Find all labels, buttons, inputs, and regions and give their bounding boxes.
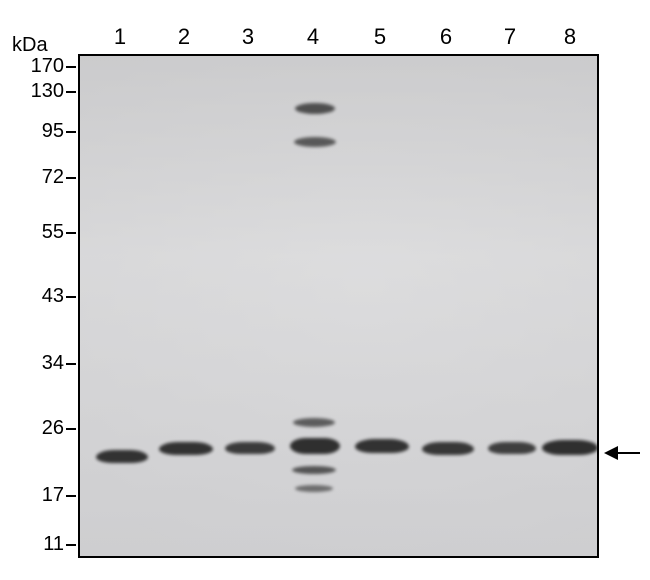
protein-band (294, 137, 336, 147)
y-tick-dash (66, 544, 76, 546)
lane-label: 4 (293, 24, 333, 50)
y-tick-label: 55 (14, 221, 64, 244)
y-tick-label: 26 (14, 417, 64, 440)
y-tick-label: 43 (14, 285, 64, 308)
y-tick-label: 130 (14, 80, 64, 103)
protein-band (542, 440, 598, 455)
protein-band (159, 442, 213, 455)
target-band-arrow-shaft (616, 452, 640, 454)
y-tick-dash (66, 177, 76, 179)
protein-band (295, 485, 333, 492)
y-tick-dash (66, 66, 76, 68)
y-tick-dash (66, 428, 76, 430)
protein-band (290, 438, 340, 454)
y-tick-label: 95 (14, 120, 64, 143)
lane-label: 8 (550, 24, 590, 50)
y-tick-dash (66, 131, 76, 133)
lane-label: 2 (164, 24, 204, 50)
protein-band (488, 442, 536, 454)
y-tick-dash (66, 363, 76, 365)
y-tick-dash (66, 296, 76, 298)
y-tick-dash (66, 91, 76, 93)
y-tick-label: 11 (14, 533, 64, 556)
protein-band (225, 442, 275, 454)
y-axis-unit: kDa (12, 34, 48, 57)
protein-band (293, 418, 335, 427)
lane-label: 6 (426, 24, 466, 50)
y-tick-label: 34 (14, 352, 64, 375)
y-tick-label: 72 (14, 166, 64, 189)
protein-band (422, 442, 474, 455)
blot-membrane (78, 54, 599, 558)
y-tick-label: 17 (14, 484, 64, 507)
protein-band (96, 450, 148, 463)
y-tick-dash (66, 232, 76, 234)
y-tick-dash (66, 495, 76, 497)
lane-label: 5 (360, 24, 400, 50)
protein-band (295, 103, 335, 114)
y-tick-label: 170 (14, 55, 64, 78)
protein-band (292, 466, 336, 474)
lane-label: 3 (228, 24, 268, 50)
western-blot-figure: kDa 170130957255433426171112345678 (0, 0, 650, 580)
lane-label: 1 (100, 24, 140, 50)
protein-band (355, 439, 409, 453)
blot-background (80, 56, 597, 556)
lane-label: 7 (490, 24, 530, 50)
